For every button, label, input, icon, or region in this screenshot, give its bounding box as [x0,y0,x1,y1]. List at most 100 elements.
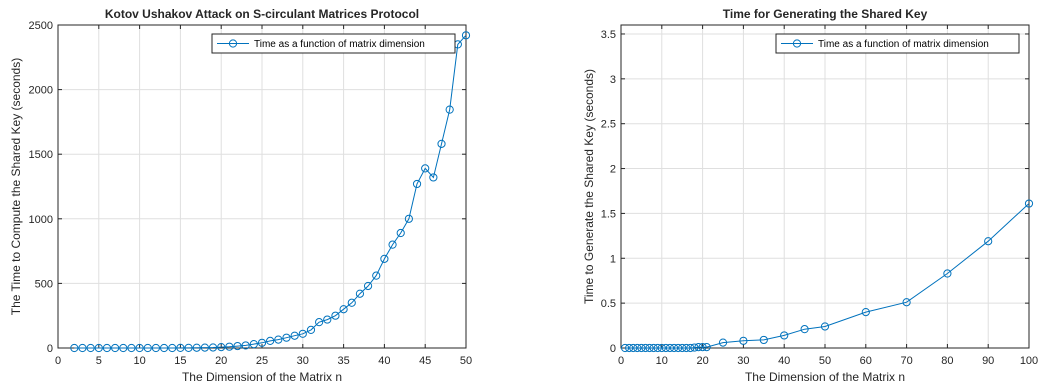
chart-1: 0 5 10 15 20 25 30 35 40 45 5005001000150020002500… [9,7,472,384]
data-point [625,343,634,353]
data-point [94,343,103,353]
y-tick-label: 3.5 [601,29,616,41]
data-point [629,343,638,353]
data-point [274,335,283,344]
y-tick-label: 1.5 [601,208,616,220]
y-tick-label: 1500 [29,149,53,161]
data-point [168,343,177,353]
data-point [86,343,95,353]
data-point [298,329,307,338]
x-tick-label: 60 [860,355,872,367]
x-tick-label: 30 [737,355,749,367]
data-point [347,298,356,307]
chart-2: 0 10 20 30 40 50 60 70 80 90 100 0 0.5 1 1.5 2 2.5 3 3.5 Ti… [582,7,1038,384]
data-point [70,343,79,353]
data-point [111,343,120,353]
x-tick-label: 45 [419,355,431,367]
data-point [306,325,316,335]
data-point [315,318,324,327]
data-point [225,342,234,351]
data-point [266,336,275,345]
y-tick-label: 500 [35,278,53,290]
data-point [690,343,699,352]
x-tick-label: 0 [618,355,624,367]
x-tick-label: 40 [778,355,790,367]
data-point [78,343,87,353]
data-point [331,311,340,320]
data-point [208,343,218,352]
y-tick-label: 2500 [29,20,53,32]
x-tick-label: 5 [96,355,102,367]
data-point [143,343,152,353]
x-tick-label: 20 [696,355,708,367]
legend: Time as a function of matrix dimension [211,33,456,54]
data-point [102,343,112,353]
data-point [257,338,267,347]
data-point [159,343,169,353]
data-point [657,343,666,353]
data-point [151,343,161,353]
data-point [780,331,789,340]
data-point [820,322,830,331]
x-tick-label: 0 [55,355,61,367]
data-point [800,325,809,334]
data-point [249,340,258,349]
legend-box [775,33,1020,54]
data-point [759,335,768,345]
x-axis-label: The Dimension of the Matrix n [745,370,905,384]
x-tick-label: 50 [819,355,831,367]
data-point [739,336,748,345]
data-point [686,343,695,353]
data-point [184,343,193,352]
data-point [119,343,128,353]
x-tick-label: 70 [900,355,912,367]
data-point [421,164,430,173]
data-point [290,331,299,340]
data-point [661,343,670,353]
data-point [241,341,250,350]
data-point [396,228,405,238]
data-point [674,343,683,353]
data-point [984,237,993,246]
y-tick-label: 1 [610,253,616,265]
data-point [380,254,389,263]
legend-marker [228,39,238,48]
y-tick-label: 2.5 [601,119,616,131]
data-point [669,343,679,353]
data-point [682,343,691,353]
series-1 [620,199,1034,353]
y-tick-label: 0 [610,343,616,355]
data-point [363,281,373,291]
data-point [633,343,642,353]
x-tick-label: 10 [133,355,145,367]
data-point [861,308,870,317]
x-tick-label: 10 [656,355,668,367]
data-point [200,343,209,352]
y-tick-label: 1000 [29,214,53,226]
chart-title: Kotov Ushakov Attack on S-circulant Matr… [105,7,419,21]
data-point [902,298,911,307]
data-point [645,343,654,353]
data-point [637,343,646,353]
x-tick-label: 15 [174,355,186,367]
y-tick-label: 0 [47,343,53,355]
legend: Time as a function of matrix dimension [775,33,1020,54]
series-line [74,34,467,349]
y-axis-label: Time to Generate the Shared Key (seconds… [582,69,596,304]
data-point [694,343,703,352]
data-point [641,343,650,353]
data-point [461,31,471,40]
data-point [404,214,413,223]
data-point [323,315,332,324]
y-tick-label: 3 [610,74,616,86]
data-point [355,289,365,298]
data-point [678,343,687,353]
legend-marker [792,39,802,48]
data-point [217,342,226,352]
data-point [412,179,422,189]
data-point [649,343,658,353]
data-point [437,139,446,148]
data-point [192,343,201,352]
data-point [718,338,728,347]
